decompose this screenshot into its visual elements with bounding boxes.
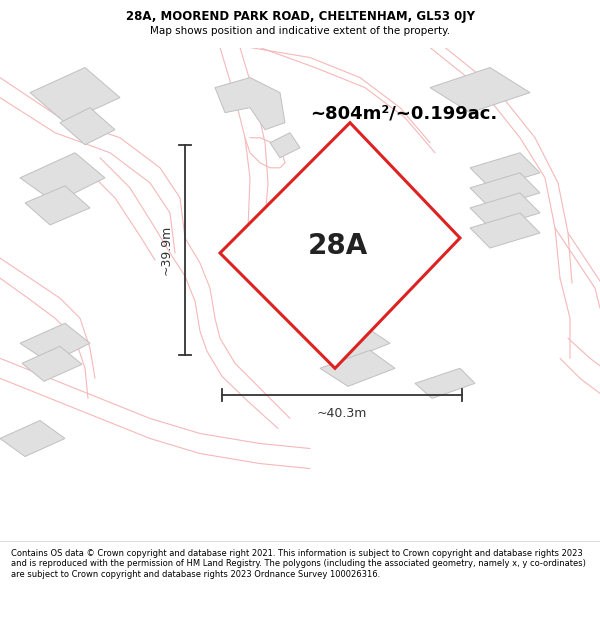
Text: Contains OS data © Crown copyright and database right 2021. This information is : Contains OS data © Crown copyright and d… bbox=[11, 549, 586, 579]
Polygon shape bbox=[22, 346, 82, 381]
Polygon shape bbox=[470, 193, 540, 228]
Polygon shape bbox=[20, 323, 90, 363]
Polygon shape bbox=[270, 132, 300, 158]
Polygon shape bbox=[220, 122, 460, 368]
Polygon shape bbox=[215, 78, 285, 130]
Text: ~39.9m: ~39.9m bbox=[160, 225, 173, 275]
Polygon shape bbox=[355, 193, 400, 223]
Polygon shape bbox=[0, 421, 65, 456]
Text: ~40.3m: ~40.3m bbox=[317, 408, 367, 421]
Polygon shape bbox=[60, 107, 115, 145]
Polygon shape bbox=[470, 173, 540, 208]
Text: 28A, MOOREND PARK ROAD, CHELTENHAM, GL53 0JY: 28A, MOOREND PARK ROAD, CHELTENHAM, GL53… bbox=[125, 11, 475, 24]
Text: Map shows position and indicative extent of the property.: Map shows position and indicative extent… bbox=[150, 26, 450, 36]
Polygon shape bbox=[30, 68, 120, 122]
Polygon shape bbox=[415, 368, 475, 398]
Polygon shape bbox=[258, 236, 305, 270]
Polygon shape bbox=[320, 350, 395, 386]
Polygon shape bbox=[20, 152, 105, 203]
Text: ~804m²/~0.199ac.: ~804m²/~0.199ac. bbox=[310, 105, 497, 122]
Polygon shape bbox=[25, 186, 90, 225]
Polygon shape bbox=[470, 213, 540, 248]
Polygon shape bbox=[470, 152, 540, 188]
Polygon shape bbox=[430, 68, 530, 112]
Text: 28A: 28A bbox=[308, 232, 368, 260]
Polygon shape bbox=[255, 198, 330, 248]
Polygon shape bbox=[310, 323, 390, 363]
